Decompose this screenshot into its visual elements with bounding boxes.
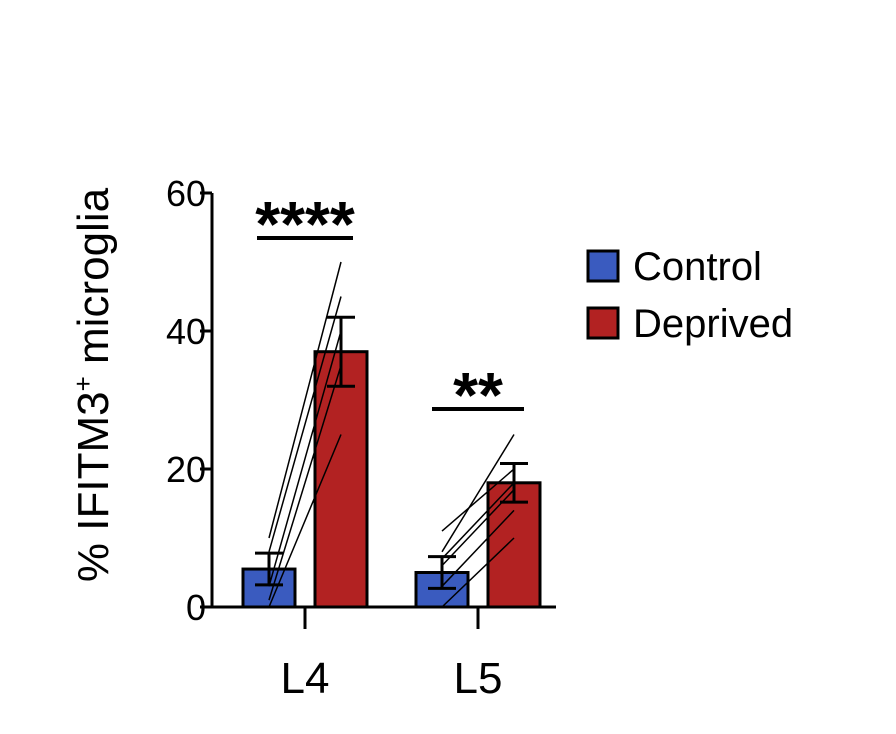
paired-line-l4-4 bbox=[268, 434, 342, 608]
legend-swatch-control bbox=[586, 249, 620, 283]
paired-lines bbox=[268, 261, 515, 608]
paired-line-l4-1 bbox=[268, 296, 342, 553]
paired-line-l5-1 bbox=[441, 468, 515, 532]
y-axis-label: % IFITM3+ microglia bbox=[68, 187, 118, 582]
legend-label-control: Control bbox=[633, 245, 762, 289]
paired-line-l4-0 bbox=[268, 261, 342, 539]
y-tick-label-3: 60 bbox=[166, 173, 206, 214]
significance-label-1: ** bbox=[453, 359, 503, 431]
paired-line-l5-2 bbox=[441, 482, 515, 560]
significance-markers: ****** bbox=[255, 188, 524, 431]
paired-line-l5-5 bbox=[441, 537, 515, 608]
y-tick-label-1: 20 bbox=[166, 449, 206, 490]
y-axis-label-rest: microglia bbox=[69, 187, 118, 376]
y-tick-label-0: 0 bbox=[186, 587, 206, 628]
paired-line-l4-2 bbox=[268, 330, 342, 587]
svg-text:% IFITM3+ microglia: % IFITM3+ microglia bbox=[68, 187, 118, 582]
significance-label-0: **** bbox=[255, 188, 355, 260]
legend-swatch-deprived bbox=[586, 306, 620, 340]
paired-line-l4-3 bbox=[268, 365, 342, 601]
legend-label-deprived: Deprived bbox=[633, 302, 793, 346]
error-bars bbox=[255, 315, 528, 590]
y-axis-label-main: % IFITM3 bbox=[69, 391, 118, 582]
y-axis-label-superscript: + bbox=[68, 376, 98, 391]
y-tick-label-2: 40 bbox=[166, 311, 206, 352]
paired-line-l5-4 bbox=[441, 509, 515, 587]
legend: Control Deprived bbox=[586, 245, 793, 346]
x-tick-label-1: L5 bbox=[454, 654, 503, 703]
x-tick-label-0: L4 bbox=[281, 654, 330, 703]
axes: 0 20 40 60 L4 L5 bbox=[166, 173, 556, 703]
paired-line-l5-0 bbox=[441, 434, 515, 553]
